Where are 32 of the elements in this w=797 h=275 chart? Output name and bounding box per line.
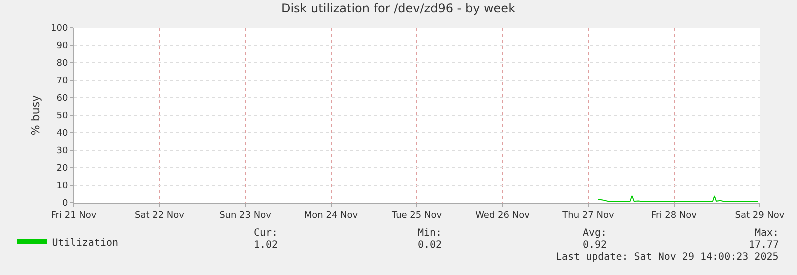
y-tick-label: 40 (56, 129, 68, 140)
text: Cur: (254, 228, 278, 239)
y-tick-label: 70 (56, 76, 68, 87)
x-tick-label: Mon 24 Nov (304, 210, 359, 221)
text: Avg: (583, 228, 608, 239)
text: Max: (755, 228, 780, 239)
x-tick-label: Sun 23 Nov (220, 210, 272, 221)
y-tick-label: 30 (56, 146, 68, 157)
x-tick-label: Fri 28 Nov (652, 210, 698, 221)
y-tick-label: 80 (56, 59, 68, 70)
y-tick-label: 60 (56, 94, 68, 104)
text: 1.02 (254, 240, 278, 251)
text: Last update: Sat Nov 29 14:00:23 2025 (556, 252, 779, 263)
legend-label: Utilization (52, 238, 118, 249)
x-tick-label: Wed 26 Nov (476, 210, 531, 221)
text: 0.02 (418, 240, 442, 251)
y-tick-label: 100 (51, 24, 68, 34)
x-tick-label: Sat 29 Nov (735, 210, 786, 221)
chart-title: Disk utilization for /dev/zd96 - by week (281, 2, 516, 16)
x-tick-label: Sat 22 Nov (135, 210, 186, 221)
y-tick-label: 20 (56, 164, 68, 174)
text: 17.77 (749, 240, 780, 251)
y-axis-title: % busy (30, 94, 43, 136)
x-tick-label: Tue 25 Nov (390, 210, 443, 221)
text: Min: (418, 228, 442, 239)
y-tick-label: 90 (56, 42, 68, 52)
text: 0.92 (583, 240, 608, 251)
y-tick-label: 50 (56, 112, 68, 122)
x-tick-label: Thu 27 Nov (562, 210, 615, 221)
y-tick-label: 10 (56, 182, 68, 192)
x-tick-label: Fri 21 Nov (51, 210, 98, 221)
y-tick-label: 0 (62, 199, 68, 210)
